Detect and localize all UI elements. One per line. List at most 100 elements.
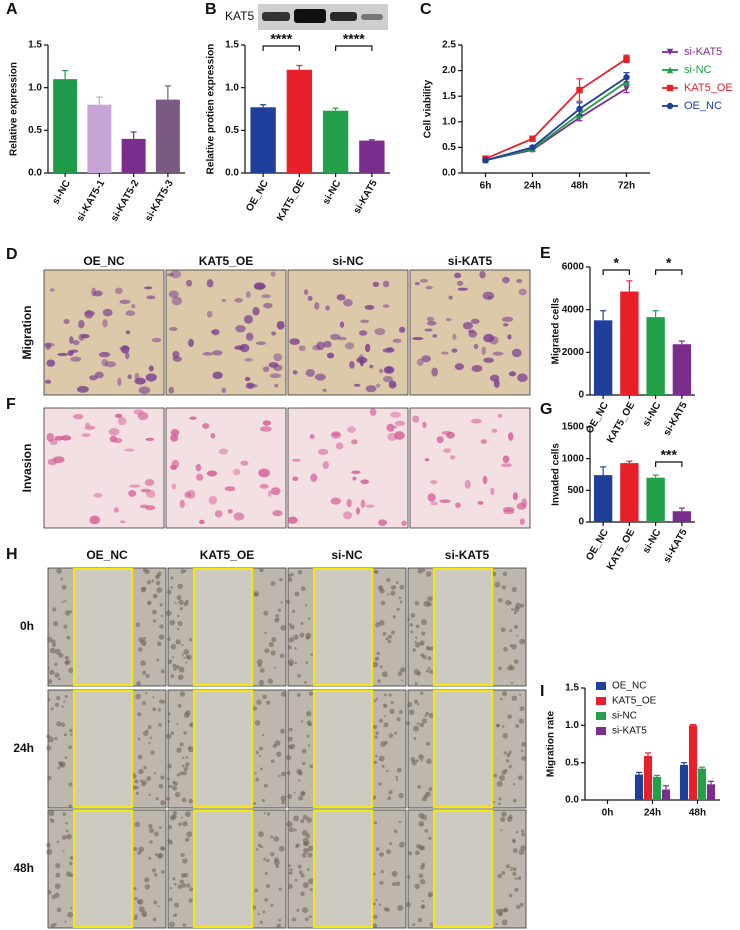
cell-texture: [414, 640, 417, 644]
cell-texture: [134, 896, 138, 901]
cell-texture: [66, 871, 72, 877]
cell: [240, 460, 249, 466]
cell-texture: [47, 698, 51, 702]
cell-texture: [407, 701, 413, 708]
cell-texture: [376, 651, 380, 655]
significance-label: ****: [270, 31, 292, 47]
significance-label: *: [614, 255, 620, 271]
cell-texture: [159, 624, 164, 629]
wound-box: [313, 810, 373, 928]
cell: [355, 507, 361, 515]
point: [666, 48, 674, 56]
cell-texture: [512, 783, 516, 786]
cell-texture: [505, 864, 510, 869]
cell-texture: [148, 824, 153, 829]
cell-texture: [512, 798, 517, 803]
cell: [330, 431, 342, 439]
cell: [202, 422, 210, 429]
cell-texture: [178, 666, 185, 673]
cell-texture: [517, 775, 523, 781]
cell: [317, 448, 329, 455]
cell-texture: [176, 773, 180, 777]
cell-texture: [372, 795, 377, 800]
panel-label: D: [6, 246, 18, 263]
panel-label: E: [540, 245, 551, 262]
cell: [347, 426, 356, 434]
cell-texture: [386, 908, 390, 912]
cell: [452, 333, 457, 340]
cell-texture: [161, 700, 166, 704]
cell-texture: [300, 720, 304, 723]
cell: [272, 510, 283, 517]
cell: [140, 488, 151, 493]
cell-texture: [173, 902, 180, 908]
x-tick-label: si-KAT5: [352, 178, 380, 216]
cell-texture: [297, 570, 303, 575]
row-label: Migration: [20, 306, 34, 360]
cell-texture: [510, 608, 514, 611]
cell-texture: [293, 815, 300, 822]
y-tick-label: 1.0: [442, 116, 456, 127]
legend-label: KAT5_OE: [612, 696, 657, 707]
cell: [146, 295, 156, 300]
cell: [120, 345, 130, 354]
cell-texture: [414, 682, 418, 685]
cell: [426, 320, 437, 326]
cell-texture: [264, 631, 267, 635]
legend-label: KAT5_OE: [684, 82, 733, 94]
cell: [508, 371, 517, 377]
row-label: 24h: [13, 741, 34, 755]
cell-texture: [264, 648, 270, 654]
cell: [326, 352, 335, 359]
cell: [497, 413, 503, 418]
cell-texture: [380, 870, 384, 874]
cell-texture: [188, 898, 193, 903]
cell-texture: [262, 694, 267, 700]
cell: [388, 380, 397, 389]
micrograph: [167, 809, 287, 929]
cell-texture: [286, 599, 291, 604]
cell-texture: [428, 894, 432, 898]
cell-texture: [254, 593, 258, 597]
cell-texture: [396, 717, 401, 722]
y-tick-label: 1.5: [565, 683, 579, 694]
cell: [473, 343, 479, 350]
bar: [593, 320, 613, 395]
cell: [119, 299, 131, 305]
cell-texture: [142, 730, 149, 736]
cell: [199, 519, 205, 525]
cell-texture: [374, 570, 379, 575]
cell-texture: [375, 847, 380, 851]
y-tick-label: 0: [578, 390, 584, 401]
cell-texture: [425, 791, 431, 797]
cell-texture: [273, 836, 280, 842]
cell-texture: [398, 709, 403, 714]
cell: [344, 342, 355, 350]
micrograph-background: [287, 269, 409, 396]
cell-texture: [182, 756, 185, 760]
cell: [430, 480, 438, 485]
cell-texture: [513, 659, 519, 664]
cell-texture: [153, 900, 158, 905]
cell-texture: [510, 682, 514, 685]
cell-texture: [264, 871, 268, 876]
cell-texture: [152, 619, 157, 623]
cell: [127, 374, 132, 380]
y-axis-title: Invaded cells: [551, 443, 562, 506]
cell: [392, 338, 402, 343]
cell-texture: [394, 731, 398, 735]
cell-texture: [278, 774, 281, 778]
cell-texture: [183, 569, 187, 573]
cell: [221, 298, 227, 303]
cell-texture: [401, 679, 404, 682]
cell-texture: [138, 846, 145, 853]
cell-texture: [425, 571, 432, 577]
micrograph: [405, 809, 527, 929]
cell: [382, 280, 390, 288]
cell-texture: [179, 879, 185, 885]
cell: [245, 382, 255, 390]
cell-texture: [388, 789, 393, 795]
cell-texture: [419, 722, 425, 728]
y-tick-label: 1.5: [442, 91, 456, 102]
cell-texture: [166, 796, 170, 801]
